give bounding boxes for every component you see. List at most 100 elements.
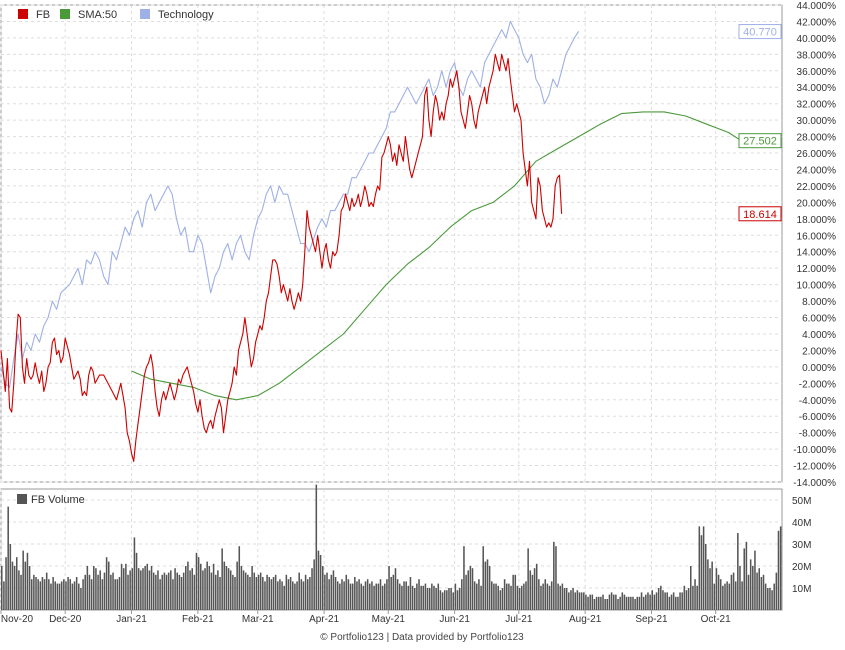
volume-bar xyxy=(711,561,713,610)
volume-bar xyxy=(572,588,574,610)
volume-bar xyxy=(283,585,285,610)
volume-bar xyxy=(666,592,668,610)
volume-bar xyxy=(413,588,416,610)
volume-bar xyxy=(499,590,502,610)
volume-bar xyxy=(120,563,123,610)
volume-bar xyxy=(114,579,116,610)
volume-bar xyxy=(5,557,7,610)
volume-bar xyxy=(606,599,609,610)
volume-bar xyxy=(405,581,407,610)
volume-bar xyxy=(197,557,200,610)
volume-bar xyxy=(583,592,585,610)
volume-bar xyxy=(15,557,18,610)
price-plot-frame xyxy=(0,4,783,483)
volume-bar xyxy=(456,590,459,610)
volume-bar xyxy=(341,579,343,610)
volume-bar xyxy=(251,566,253,610)
volume-bar xyxy=(334,577,337,610)
volume-bar xyxy=(409,577,412,610)
volume-bar xyxy=(529,570,532,610)
volume-bar xyxy=(266,574,268,610)
volume-bar xyxy=(602,594,604,610)
volume-bar xyxy=(416,583,418,610)
volume-bar xyxy=(739,566,741,610)
volume-bar xyxy=(11,561,14,610)
volume-bar xyxy=(319,555,322,610)
volume-bar xyxy=(679,592,681,610)
volume-bar xyxy=(634,599,636,610)
price-y-tick-label: 42.000% xyxy=(797,17,837,28)
volume-bar xyxy=(178,574,181,610)
volume-bar xyxy=(238,546,241,610)
volume-bar xyxy=(557,583,559,610)
volume-bar xyxy=(741,581,743,610)
volume-bar xyxy=(24,561,27,610)
price-y-tick-label: -4.000% xyxy=(799,396,836,407)
volume-bar xyxy=(204,568,206,610)
volume-bar xyxy=(225,566,228,610)
volume-bar xyxy=(771,590,773,610)
volume-bar xyxy=(321,566,324,610)
volume-bar xyxy=(428,588,431,610)
volume-bar xyxy=(732,572,735,610)
volume-bar xyxy=(103,572,106,610)
volume-bar xyxy=(152,572,155,610)
volume-bar xyxy=(345,574,348,610)
volume-bar xyxy=(553,541,555,610)
volume-bar xyxy=(7,506,9,610)
fb-line xyxy=(0,53,563,462)
x-tick-label: May-21 xyxy=(372,614,406,625)
volume-bar xyxy=(568,592,570,610)
volume-bar xyxy=(369,583,371,610)
volume-bar xyxy=(167,572,170,610)
price-y-tick-label: -8.000% xyxy=(799,429,836,440)
volume-bar xyxy=(135,552,138,610)
volume-bar xyxy=(176,572,178,610)
volume-bar xyxy=(734,581,737,610)
volume-bar xyxy=(208,566,211,610)
volume-bar xyxy=(296,581,298,610)
price-y-tick-label: 36.000% xyxy=(797,67,837,78)
technology-end-label-box xyxy=(738,24,782,40)
x-tick-label: Feb-21 xyxy=(182,614,214,625)
x-tick-label: Aug-21 xyxy=(569,614,602,625)
volume-bar xyxy=(236,561,238,610)
volume-bar xyxy=(125,563,127,610)
price-y-tick-label: 20.000% xyxy=(797,198,837,209)
volume-bar xyxy=(615,594,617,610)
price-y-axis: 44.000% 42.000% 40.000% 38.000% 36.000% 34.00… xyxy=(793,1,836,489)
volume-bar xyxy=(30,579,33,610)
x-tick-label: Mar-21 xyxy=(242,614,274,625)
volume-bar xyxy=(418,579,420,610)
volume-bar xyxy=(381,585,384,610)
volume-bar xyxy=(600,596,602,610)
volume-bar xyxy=(662,590,664,610)
volume-bar xyxy=(131,568,134,610)
volume-bar xyxy=(463,546,465,610)
technology-end-label: 40.770 xyxy=(743,27,777,39)
volume-bar xyxy=(595,596,598,610)
volume-bar xyxy=(621,592,624,610)
volume-bar xyxy=(538,579,540,610)
price-y-tick-label: -10.000% xyxy=(793,445,836,456)
volume-bar xyxy=(488,566,491,610)
volume-bar xyxy=(384,583,386,610)
volume-bar xyxy=(155,574,157,610)
volume-bar xyxy=(433,585,435,610)
volume-bar xyxy=(54,581,57,610)
volume-bar xyxy=(632,596,634,610)
volume-bar xyxy=(657,588,660,610)
volume-bar xyxy=(358,579,360,610)
volume-bar xyxy=(356,581,358,610)
volume-bar xyxy=(277,581,279,610)
price-y-tick-label: 14.000% xyxy=(797,248,837,259)
volume-bar xyxy=(465,574,467,610)
volume-bar xyxy=(347,579,350,610)
volume-bar xyxy=(217,570,219,610)
volume-bar xyxy=(58,583,61,610)
volume-bar xyxy=(752,566,754,610)
volume-bar xyxy=(214,574,217,610)
volume-bar xyxy=(737,533,739,610)
volume-bar xyxy=(491,581,493,610)
